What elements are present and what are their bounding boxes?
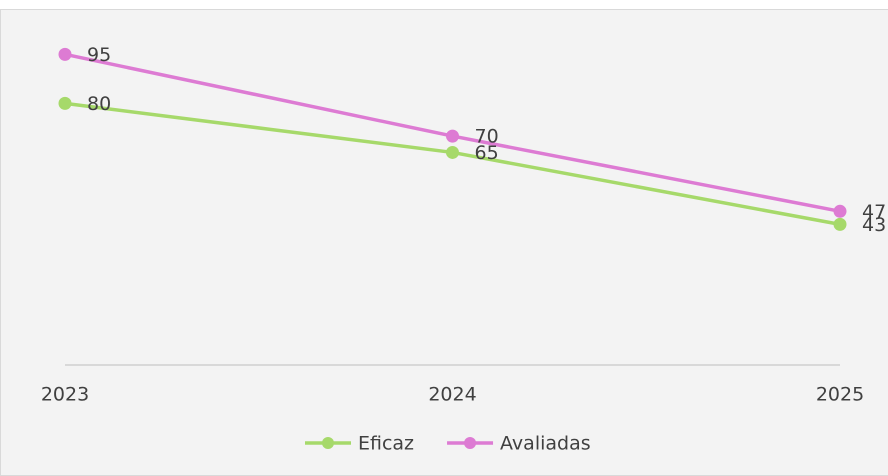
chart-background bbox=[0, 9, 888, 476]
data-point bbox=[58, 47, 72, 61]
legend-marker bbox=[464, 437, 477, 449]
legend-label: Eficaz bbox=[358, 433, 414, 455]
x-tick-label: 2024 bbox=[428, 384, 476, 406]
data-point bbox=[446, 129, 459, 143]
x-tick-label: 2025 bbox=[816, 384, 864, 406]
legend-marker bbox=[322, 437, 334, 449]
x-tick-label: 2023 bbox=[41, 384, 89, 406]
legend-label: Avaliadas bbox=[500, 433, 591, 455]
data-point bbox=[833, 204, 847, 218]
data-label: 80 bbox=[87, 93, 111, 115]
data-point bbox=[58, 96, 72, 110]
data-label: 43 bbox=[862, 214, 886, 236]
data-point bbox=[833, 217, 847, 231]
data-label: 47 bbox=[862, 201, 886, 223]
data-label: 65 bbox=[475, 142, 499, 164]
data-point bbox=[446, 145, 459, 159]
data-label: 70 bbox=[475, 126, 499, 148]
data-label: 95 bbox=[87, 44, 111, 66]
